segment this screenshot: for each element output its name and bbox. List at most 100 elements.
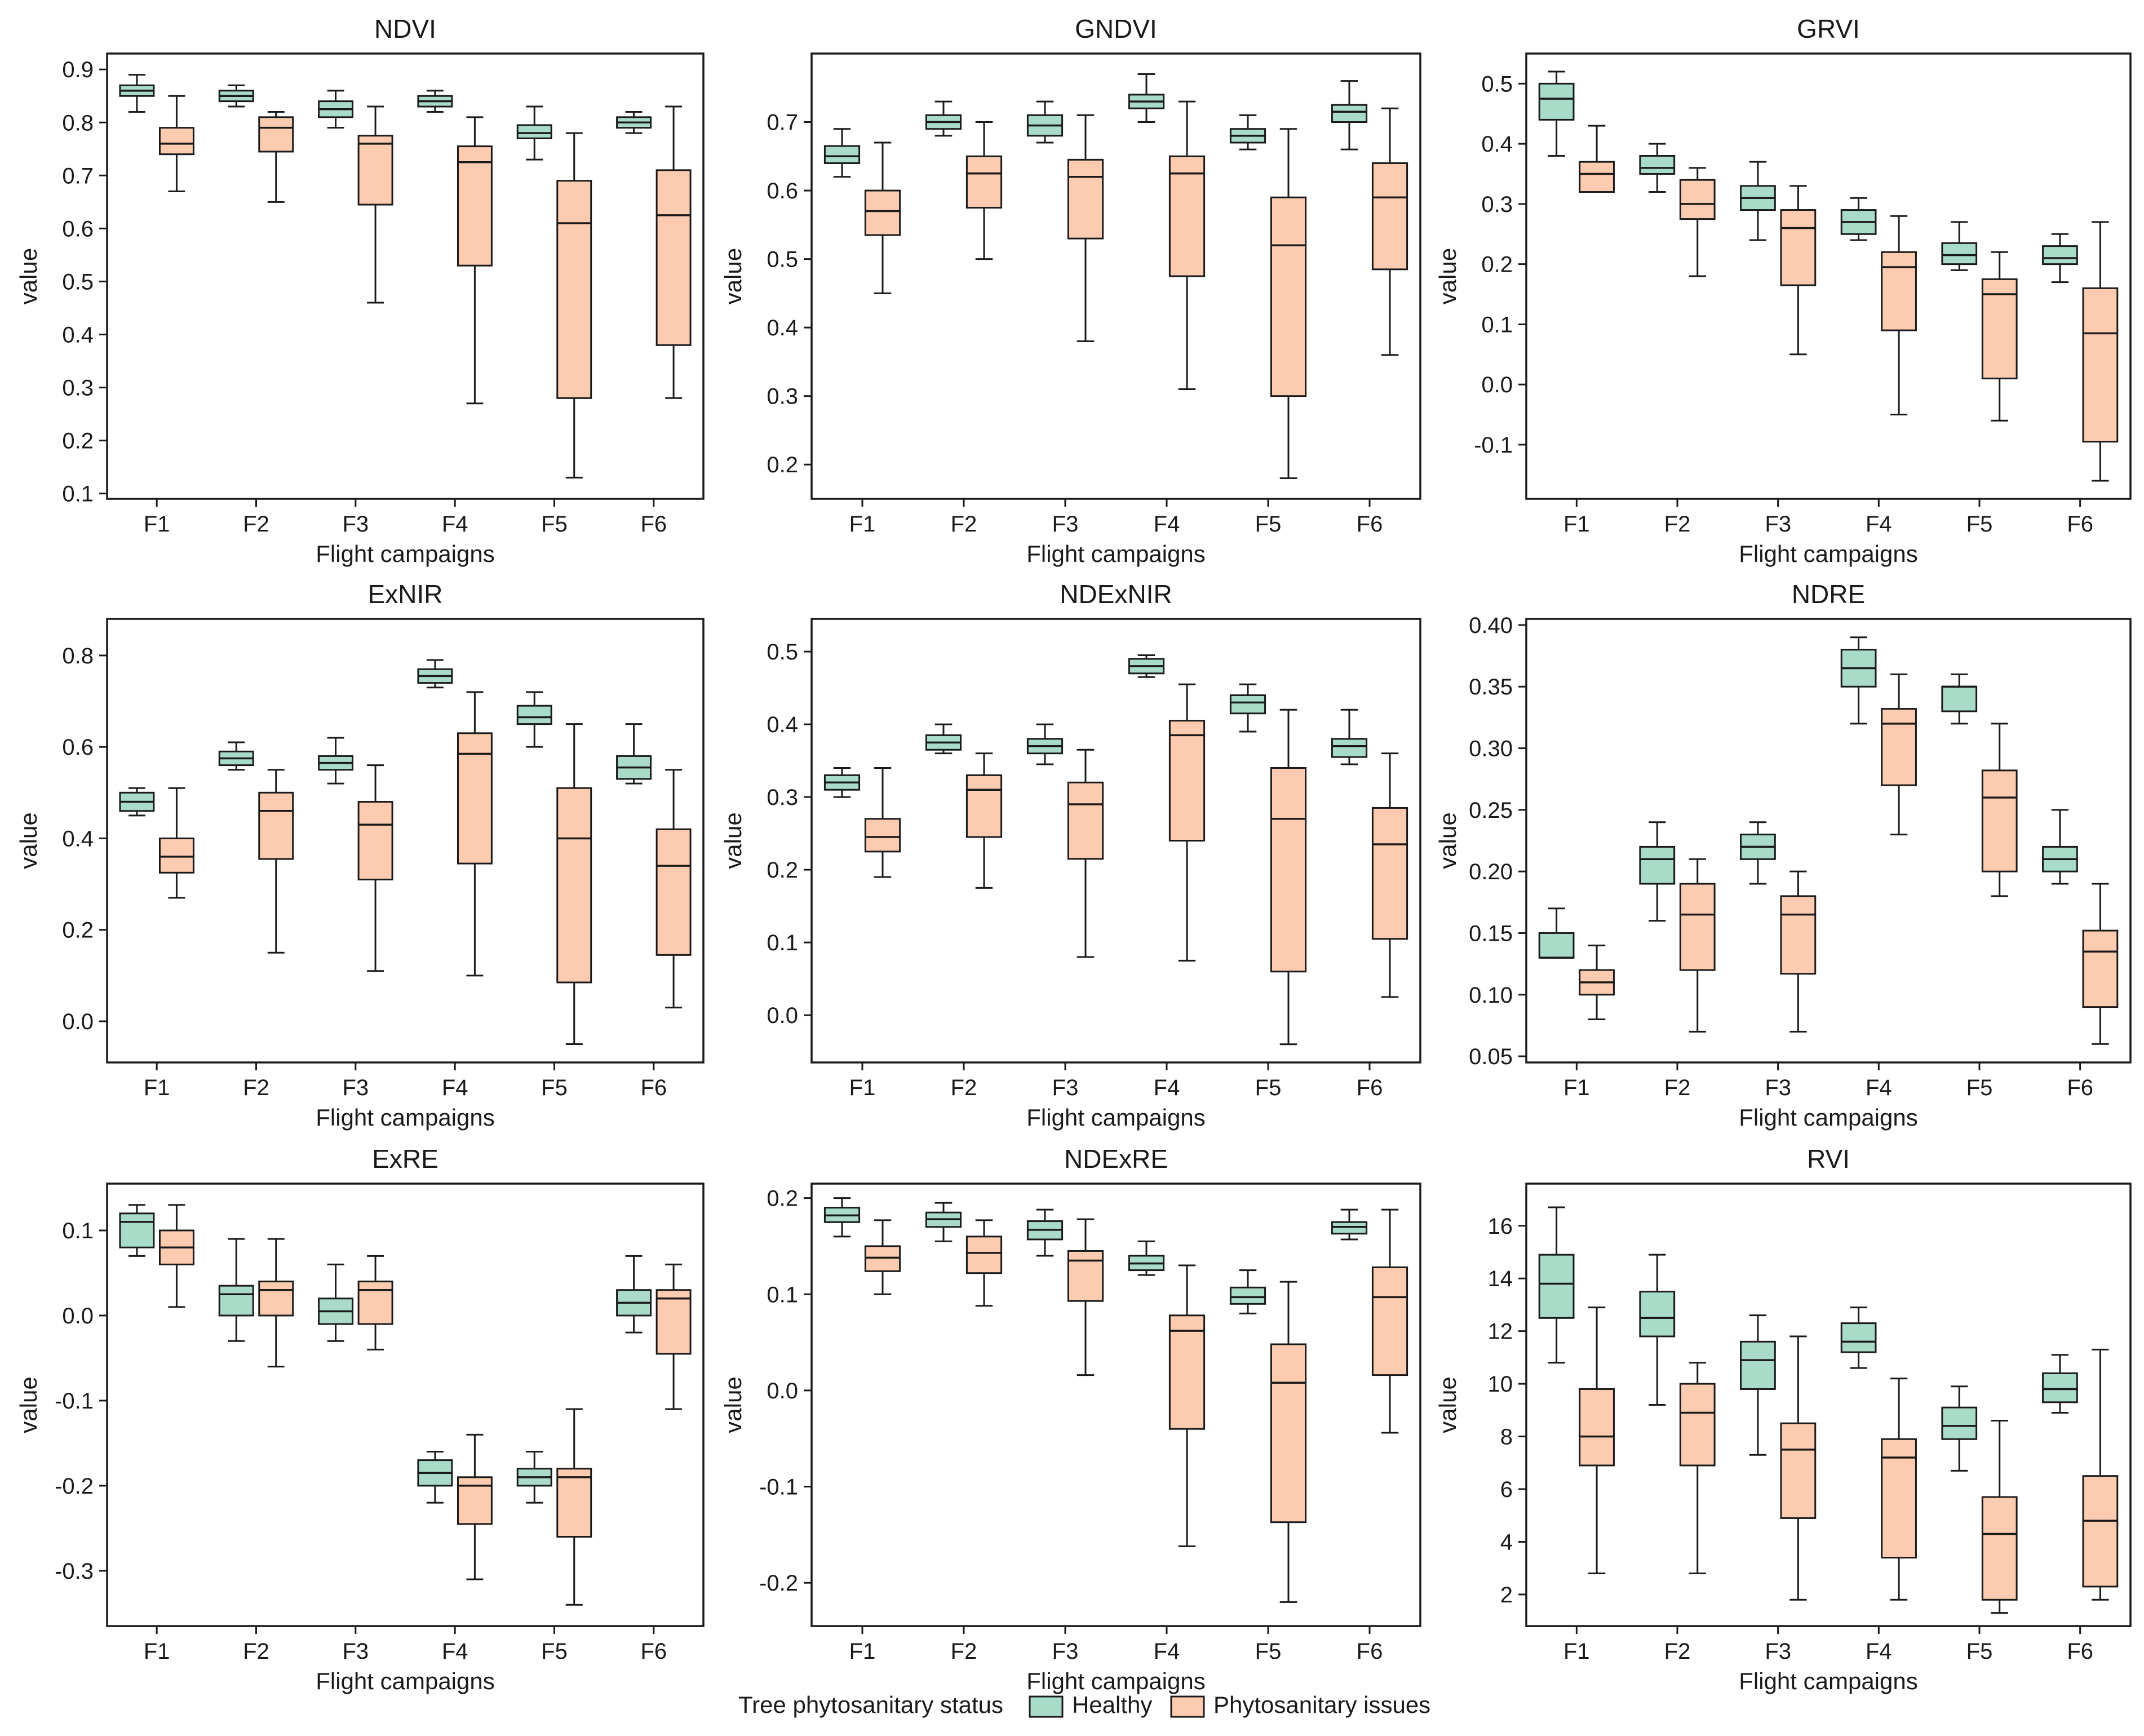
y-tick-label: 0.5 bbox=[62, 269, 94, 294]
box-iqr bbox=[357, 135, 393, 206]
box-phytosanitary-issues-f1 bbox=[158, 95, 194, 193]
x-tick-label: F1 bbox=[1563, 512, 1590, 537]
y-tick-label: 0.1 bbox=[767, 931, 798, 955]
box-healthy-f5 bbox=[516, 691, 552, 748]
x-tick-label: F2 bbox=[1664, 1639, 1691, 1664]
x-tick-label: F4 bbox=[1866, 1075, 1892, 1100]
box-iqr bbox=[1067, 158, 1104, 240]
x-tick-label: F2 bbox=[1664, 512, 1691, 537]
x-tick-label: F4 bbox=[1154, 1075, 1180, 1100]
box-healthy-f3 bbox=[318, 90, 354, 129]
y-tick-label: 0.2 bbox=[767, 858, 798, 883]
x-tick-label: F5 bbox=[1255, 512, 1282, 537]
box-healthy-f3 bbox=[1026, 100, 1064, 144]
x-axis-label: Flight campaigns bbox=[1026, 1104, 1205, 1131]
x-axis-label: Flight campaigns bbox=[316, 541, 494, 567]
box-healthy-f6 bbox=[2042, 809, 2078, 885]
box-iqr bbox=[556, 180, 592, 399]
box-phytosanitary-issues-f5 bbox=[556, 1408, 592, 1606]
box-iqr bbox=[1679, 179, 1716, 220]
y-tick-label: 2 bbox=[1500, 1583, 1513, 1607]
box-phytosanitary-issues-f6 bbox=[655, 769, 692, 1009]
box-phytosanitary-issues-f1 bbox=[864, 141, 901, 294]
box-iqr bbox=[1639, 154, 1676, 175]
box-phytosanitary-issues-f6 bbox=[2082, 1348, 2119, 1601]
y-tick-label: 0.6 bbox=[62, 735, 94, 760]
box-phytosanitary-issues-f6 bbox=[655, 105, 692, 399]
x-tick-label: F2 bbox=[243, 1639, 269, 1664]
box-iqr bbox=[1229, 694, 1266, 715]
y-tick-label: 0.0 bbox=[1481, 373, 1513, 397]
box-phytosanitary-issues-f1 bbox=[158, 787, 194, 899]
box-healthy-f6 bbox=[1331, 1208, 1368, 1241]
panel-ndre: NDRE 0.05 0.10 0.15 0.20 0.25 0.30 0.35 0.40 valu… bbox=[1434, 579, 2132, 1131]
box-iqr bbox=[158, 127, 194, 156]
box-phytosanitary-issues-f4 bbox=[1168, 683, 1206, 962]
box-healthy-f2 bbox=[925, 100, 962, 137]
y-tick-label: 0.2 bbox=[62, 429, 94, 454]
x-tick-label: F6 bbox=[1357, 1075, 1383, 1100]
y-tick-label: 0.3 bbox=[767, 785, 798, 810]
legend: Tree phytosanitary status Healthy Phytos… bbox=[738, 1691, 1430, 1718]
x-tick-label: F6 bbox=[1357, 512, 1383, 537]
box-healthy-f3 bbox=[1740, 821, 1776, 885]
box-iqr bbox=[1538, 932, 1575, 959]
x-tick-label: F2 bbox=[243, 1075, 269, 1100]
box-phytosanitary-issues-f4 bbox=[457, 116, 493, 405]
box-phytosanitary-issues-f1 bbox=[1579, 125, 1615, 193]
box-iqr bbox=[158, 837, 194, 874]
box-iqr bbox=[1229, 1286, 1266, 1305]
box-phytosanitary-issues-f5 bbox=[1981, 1420, 2018, 1614]
box-healthy-f5 bbox=[1229, 1269, 1266, 1314]
plot-frame bbox=[810, 618, 1421, 1064]
box-iqr bbox=[655, 169, 692, 346]
y-tick-label: 0.30 bbox=[1469, 737, 1513, 761]
box-phytosanitary-issues-f3 bbox=[357, 105, 393, 304]
x-tick-label: F3 bbox=[342, 1075, 369, 1100]
x-tick-label: F4 bbox=[1154, 512, 1180, 537]
box-healthy-f1 bbox=[823, 128, 861, 178]
y-tick-label: 0.5 bbox=[1481, 72, 1513, 96]
box-healthy-f4 bbox=[1840, 636, 1877, 725]
x-tick-label: F1 bbox=[1563, 1075, 1590, 1100]
box-phytosanitary-issues-f2 bbox=[1679, 858, 1716, 1033]
box-iqr bbox=[1881, 708, 1917, 786]
y-tick-label: 0.15 bbox=[1469, 921, 1513, 946]
x-tick-label: F1 bbox=[849, 1639, 876, 1664]
box-iqr bbox=[1981, 769, 2018, 873]
box-healthy-f4 bbox=[1128, 1240, 1165, 1276]
x-tick-label: F6 bbox=[2067, 512, 2093, 537]
x-tick-label: F4 bbox=[1866, 512, 1892, 537]
box-healthy-f4 bbox=[1128, 654, 1165, 678]
box-iqr bbox=[2082, 929, 2119, 1008]
y-tick-label: 0.1 bbox=[767, 1282, 798, 1307]
box-iqr bbox=[2082, 287, 2119, 443]
box-healthy-f3 bbox=[1740, 1314, 1776, 1456]
box-phytosanitary-issues-f2 bbox=[1679, 167, 1716, 277]
box-iqr bbox=[1270, 196, 1307, 397]
x-tick-label: F1 bbox=[144, 512, 170, 537]
x-axis-label: Flight campaigns bbox=[1739, 1668, 1917, 1694]
box-healthy-f6 bbox=[1331, 80, 1368, 150]
box-healthy-f3 bbox=[1026, 723, 1064, 765]
legend-swatch-phytosanitary-issues bbox=[1170, 1695, 1205, 1718]
y-tick-label: 0.4 bbox=[62, 322, 94, 347]
x-tick-label: F5 bbox=[1255, 1075, 1282, 1100]
box-phytosanitary-issues-f6 bbox=[2082, 883, 2119, 1045]
box-phytosanitary-issues-f3 bbox=[1067, 114, 1104, 342]
box-phytosanitary-issues-f2 bbox=[965, 1219, 1003, 1307]
box-phytosanitary-issues-f1 bbox=[864, 767, 901, 878]
box-iqr bbox=[516, 124, 552, 139]
box-iqr bbox=[1579, 161, 1615, 193]
panel-exnir: ExNIR 0.0 0.2 0.4 0.6 0.8 value F1 F2 F3 F4 F5 F6 Fli… bbox=[15, 579, 705, 1131]
box-iqr bbox=[1639, 845, 1676, 885]
box-iqr bbox=[1881, 251, 1917, 331]
x-tick-label: F5 bbox=[1966, 1075, 1993, 1100]
y-tick-label: 0.5 bbox=[767, 640, 798, 665]
box-iqr bbox=[823, 145, 861, 164]
box-phytosanitary-issues-f3 bbox=[1067, 749, 1104, 958]
panel-gndvi: GNDVI 0.2 0.3 0.4 0.5 0.6 0.7 value F1 F2 F3 F4 F5 F6… bbox=[720, 14, 1421, 567]
y-axis-label: value bbox=[720, 1376, 746, 1433]
box-iqr bbox=[965, 155, 1003, 209]
box-phytosanitary-issues-f5 bbox=[1981, 723, 2018, 897]
